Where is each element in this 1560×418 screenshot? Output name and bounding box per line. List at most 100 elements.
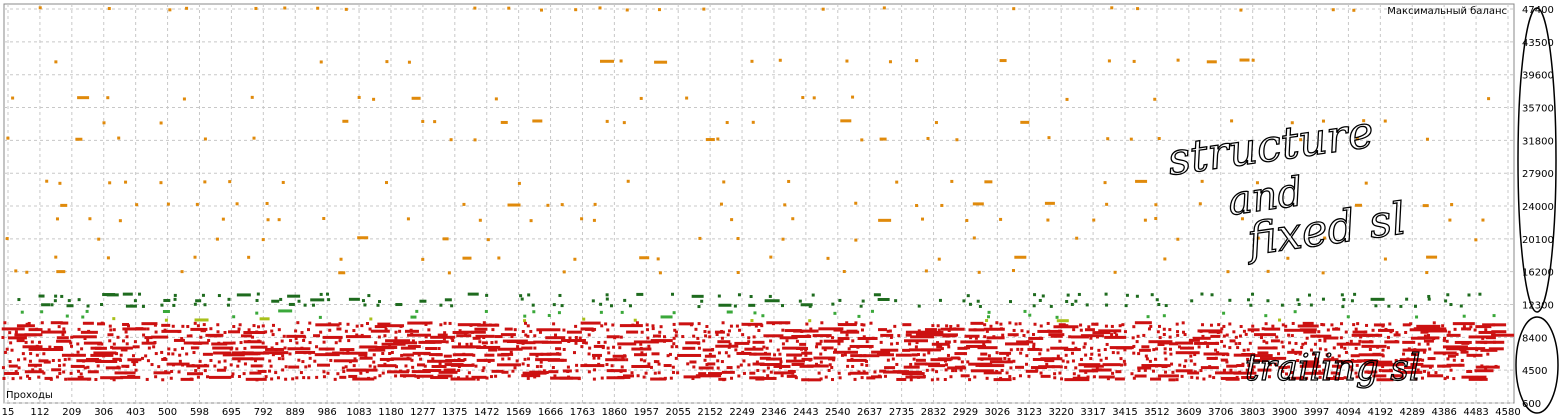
data-point-low	[1427, 371, 1431, 375]
data-point-low	[1246, 348, 1250, 352]
data-point-low	[23, 357, 27, 361]
data-point-mid_dark	[605, 297, 609, 301]
data-point-low	[38, 340, 42, 344]
data-point-low	[742, 359, 746, 363]
data-point-low	[819, 377, 823, 381]
data-point-low	[696, 336, 700, 340]
data-point-low	[785, 359, 805, 363]
data-point-low	[1442, 338, 1446, 342]
data-point-high	[592, 218, 596, 222]
data-point-low	[64, 377, 68, 381]
data-point-low	[160, 350, 164, 354]
data-point-high	[965, 218, 969, 222]
data-point-mid_dark	[100, 302, 104, 306]
data-point-low	[529, 346, 533, 350]
data-point-low	[793, 353, 801, 357]
data-point-low	[333, 377, 337, 381]
data-point-high	[411, 96, 421, 100]
data-point-low	[960, 374, 970, 378]
data-point-mid_dark	[255, 298, 259, 302]
data-point-low	[646, 336, 650, 340]
data-point-low	[999, 327, 1003, 331]
data-point-low	[819, 352, 823, 356]
data-point-mid_light	[81, 315, 85, 319]
data-point-low	[1123, 362, 1127, 366]
data-point-low	[390, 350, 394, 354]
data-point-low	[944, 363, 948, 367]
data-point-low	[76, 350, 80, 354]
data-point-low	[97, 342, 101, 346]
data-point-low	[613, 336, 617, 340]
x-tick-label: 3512	[1144, 407, 1169, 418]
data-point-low	[154, 375, 158, 379]
data-point-low	[497, 347, 523, 351]
data-point-low	[271, 353, 275, 357]
data-point-low	[943, 359, 947, 363]
data-point-high	[1425, 137, 1429, 141]
data-point-low	[799, 342, 807, 346]
data-point-low	[196, 324, 200, 328]
data-point-low	[942, 334, 951, 338]
data-point-low	[735, 324, 739, 328]
data-point-high	[1230, 119, 1234, 123]
data-point-low	[1214, 356, 1218, 360]
data-point-low	[671, 370, 675, 374]
data-point-low	[1070, 351, 1074, 355]
data-point-low	[51, 359, 55, 363]
data-point-low	[368, 348, 386, 352]
data-point-low	[795, 339, 799, 343]
data-point-low	[77, 369, 81, 373]
data-point-low	[1337, 372, 1341, 376]
data-point-low	[1119, 357, 1123, 361]
data-point-mid_light	[255, 311, 259, 315]
data-point-high	[117, 136, 121, 140]
data-point-low	[823, 339, 844, 343]
data-point-low	[1363, 359, 1373, 363]
data-point-low	[694, 327, 698, 331]
data-point-low	[1009, 348, 1013, 352]
data-point-low	[794, 376, 798, 380]
data-point-low	[717, 340, 731, 344]
data-point-low	[47, 328, 51, 332]
data-point-low	[691, 377, 695, 381]
data-point-low	[610, 369, 614, 373]
data-point-low	[383, 362, 387, 366]
data-point-mid_dark	[1449, 303, 1453, 307]
data-point-low	[1168, 335, 1172, 339]
data-point-mid_dark	[1228, 298, 1232, 302]
data-point-low	[1446, 363, 1465, 367]
data-point-low	[621, 356, 625, 360]
data-point-low	[1189, 359, 1193, 363]
data-point-low	[209, 358, 213, 362]
data-point-low	[1442, 345, 1468, 349]
data-point-low	[1294, 351, 1298, 355]
data-point-mid_dark	[310, 298, 325, 302]
data-point-low	[999, 351, 1012, 355]
data-point-low	[1142, 333, 1146, 337]
data-point-mid_dark	[1085, 303, 1089, 307]
data-point-high	[281, 180, 285, 184]
data-point-mid_dark	[1370, 297, 1385, 301]
data-point-low	[1376, 345, 1380, 349]
data-point-low	[819, 360, 823, 364]
data-point-low	[121, 364, 130, 368]
data-point-high	[265, 201, 269, 205]
x-tick-label: 2152	[697, 407, 722, 418]
data-point-low	[982, 342, 986, 346]
data-point-low	[69, 371, 73, 375]
data-point-low	[815, 342, 822, 346]
data-point-low	[766, 357, 783, 361]
data-point-low	[57, 325, 61, 329]
x-tick-label: 1569	[506, 407, 531, 418]
data-point-low	[916, 353, 920, 357]
data-point-high	[385, 60, 389, 64]
data-point-high	[14, 269, 18, 273]
data-point-low	[1150, 377, 1162, 381]
data-point-high	[736, 270, 740, 274]
data-point-high	[406, 217, 410, 221]
data-point-low	[1106, 377, 1110, 381]
data-point-low	[779, 336, 798, 340]
data-point-high	[283, 6, 287, 10]
data-point-low	[781, 342, 785, 346]
